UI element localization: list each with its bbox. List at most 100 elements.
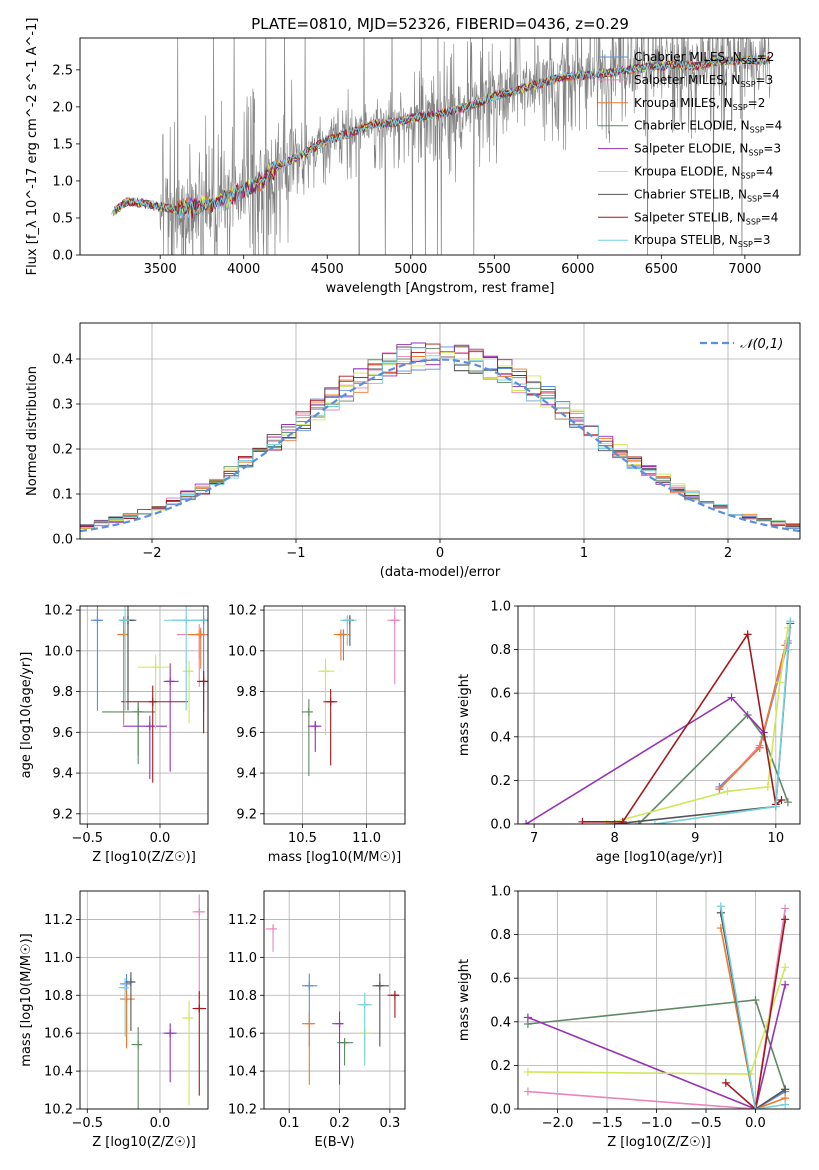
axes-frame <box>79 37 801 256</box>
point-marker <box>723 787 732 796</box>
y-tick-label: 10.2 <box>44 1103 73 1118</box>
plot-area <box>80 323 800 539</box>
legend-count: =3 <box>753 233 771 247</box>
y-tick-label: 9.8 <box>236 685 257 700</box>
legend-subscript: SSP <box>741 80 756 89</box>
x-axis-label: mass [log10(M/M☉)] <box>268 850 401 865</box>
y-tick-label: 10.2 <box>228 1103 257 1118</box>
series-5 <box>182 1000 194 1106</box>
point-marker <box>119 630 128 639</box>
y-tick-label: 1.0 <box>52 174 73 189</box>
axes-frame <box>79 890 209 1110</box>
x-tick-label: 9 <box>691 831 699 846</box>
weight-line <box>525 696 765 824</box>
y-tick-label: 10.6 <box>44 1027 73 1042</box>
series-7 <box>387 990 400 1018</box>
y-tick-label: 10.8 <box>228 989 257 1004</box>
point-marker <box>523 1013 532 1022</box>
point-marker <box>618 817 627 824</box>
x-tick-label: 0.3 <box>380 1116 401 1131</box>
point-marker <box>375 981 384 990</box>
y-tick-label: 0.2 <box>490 1059 511 1074</box>
y-tick-label: 0.0 <box>490 818 511 833</box>
panel-mass_vs_Z: −0.5 0.0 10.2 10.4 10.6 10.8 11.0 11.2 Z [log10(… <box>19 890 209 1150</box>
y-tick-label: 11.2 <box>44 913 73 928</box>
axes-frame <box>517 890 801 1110</box>
weight-line <box>725 919 786 1109</box>
x-tick-label: 3500 <box>144 262 177 277</box>
x-tick-label: 10 <box>768 831 785 846</box>
weight-line <box>527 908 786 1109</box>
weight-line <box>654 621 792 824</box>
panel-spectrum: 3500 4000 4500 5000 5500 6000 6500 7000 0.0 0.5 1.… <box>25 18 801 296</box>
series-2 <box>333 629 350 661</box>
series-6 <box>124 972 136 1032</box>
y-tick-label: 11.0 <box>44 951 73 966</box>
x-tick-label: 0.1 <box>279 1116 300 1131</box>
legend-subscript: SSP <box>741 172 756 181</box>
gaussian-curve <box>80 358 800 533</box>
point-marker <box>390 991 399 1000</box>
x-tick-label: 6000 <box>561 262 594 277</box>
series-3 <box>301 699 313 776</box>
y-tick-label: 10.4 <box>228 1065 257 1080</box>
grid <box>518 606 800 824</box>
weight-line <box>718 642 789 788</box>
model-line-7 <box>112 55 771 219</box>
figure-title: PLATE=0810, MJD=52326, FIBERID=0436, z=0… <box>251 15 629 33</box>
point-marker <box>321 667 330 676</box>
point-marker <box>196 630 205 639</box>
y-tick-label: 10.0 <box>44 644 73 659</box>
y-axis-label: Normed distribution <box>25 366 40 496</box>
x-tick-label: 10.5 <box>288 831 317 846</box>
y-tick-label: 9.6 <box>52 726 73 741</box>
series-5 <box>318 658 335 735</box>
point-marker <box>523 1067 532 1076</box>
point-marker <box>326 697 335 706</box>
marks <box>80 342 800 539</box>
legend-count: =2 <box>757 50 775 64</box>
x-axis-label: wavelength [Angstrom, rest frame] <box>326 281 555 296</box>
y-tick-label: 9.4 <box>236 767 257 782</box>
y-tick-label: 9.2 <box>52 807 73 822</box>
weight-line <box>718 640 789 790</box>
y-tick-label: 1.5 <box>52 137 73 152</box>
x-tick-label: −1.0 <box>641 1116 673 1131</box>
point-marker <box>134 707 143 716</box>
y-axis-label: mass [log10(M/M☉)] <box>19 933 34 1066</box>
point-marker <box>777 796 786 805</box>
y-tick-label: 0.4 <box>490 730 511 745</box>
legend-count: =4 <box>762 187 780 201</box>
point-marker <box>578 817 587 824</box>
series-7 <box>192 991 207 1096</box>
point-marker <box>122 995 131 1004</box>
y-tick-label: 2.5 <box>52 63 73 78</box>
marks <box>522 617 795 824</box>
x-axis-label: (data-model)/error <box>380 565 501 580</box>
x-tick-label: −0.5 <box>690 1116 722 1131</box>
weight-line <box>638 713 789 824</box>
x-tick-label: 5500 <box>478 262 511 277</box>
panel-mass_vs_EBV: 0.1 0.2 0.3 10.2 10.4 10.6 10.8 11.0 11.2 E(B-V) <box>228 890 406 1150</box>
weight-line <box>720 912 786 1109</box>
x-tick-label: 8 <box>611 831 619 846</box>
series-4 <box>122 663 179 780</box>
y-tick-label: 0.0 <box>52 249 73 264</box>
point-marker <box>269 924 278 933</box>
y-tick-label: 0.0 <box>490 1103 511 1118</box>
series-4 <box>522 693 768 824</box>
legend-subscript: SSP <box>747 194 762 203</box>
point-marker <box>134 1040 143 1049</box>
y-tick-label: 11.2 <box>228 913 257 928</box>
x-tick-label: −0.5 <box>71 831 103 846</box>
point-marker <box>121 983 130 992</box>
legend-label: Chabrier STELIB, NSSP=4 <box>634 187 780 203</box>
series-3 <box>102 701 156 765</box>
marks <box>265 924 400 1085</box>
series-8 <box>650 617 795 824</box>
legend-label: Kroupa STELIB, NSSP=3 <box>634 233 771 249</box>
legend-label: Kroupa ELODIE, NSSP=4 <box>634 165 773 181</box>
point-marker <box>743 630 752 639</box>
point-marker <box>390 616 399 625</box>
